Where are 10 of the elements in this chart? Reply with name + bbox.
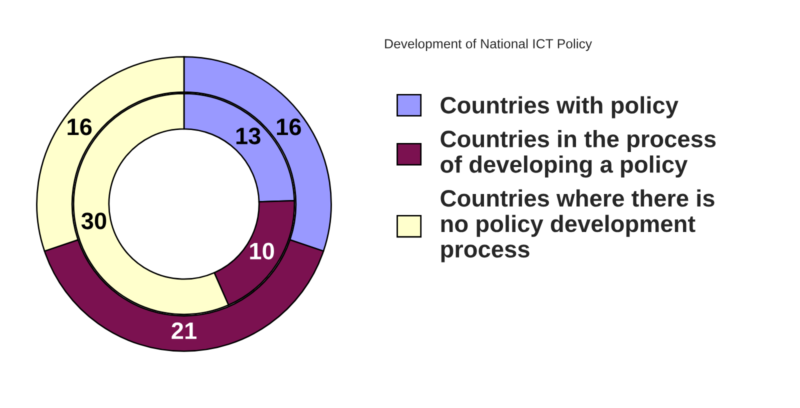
legend-label: Countries in the process of developing a policy [440,130,716,178]
data-label: 10 [250,242,274,260]
data-label: 30 [81,212,106,230]
data-label: 13 [236,128,260,144]
legend-label: Countries where there is no policy development process [440,189,714,262]
data-label: 16 [68,118,92,136]
chart-title: Development of National ICT Policy [385,38,592,52]
legend-label: Countries with policy [440,96,678,118]
data-label: 21 [172,322,196,339]
data-label: 16 [277,118,301,136]
